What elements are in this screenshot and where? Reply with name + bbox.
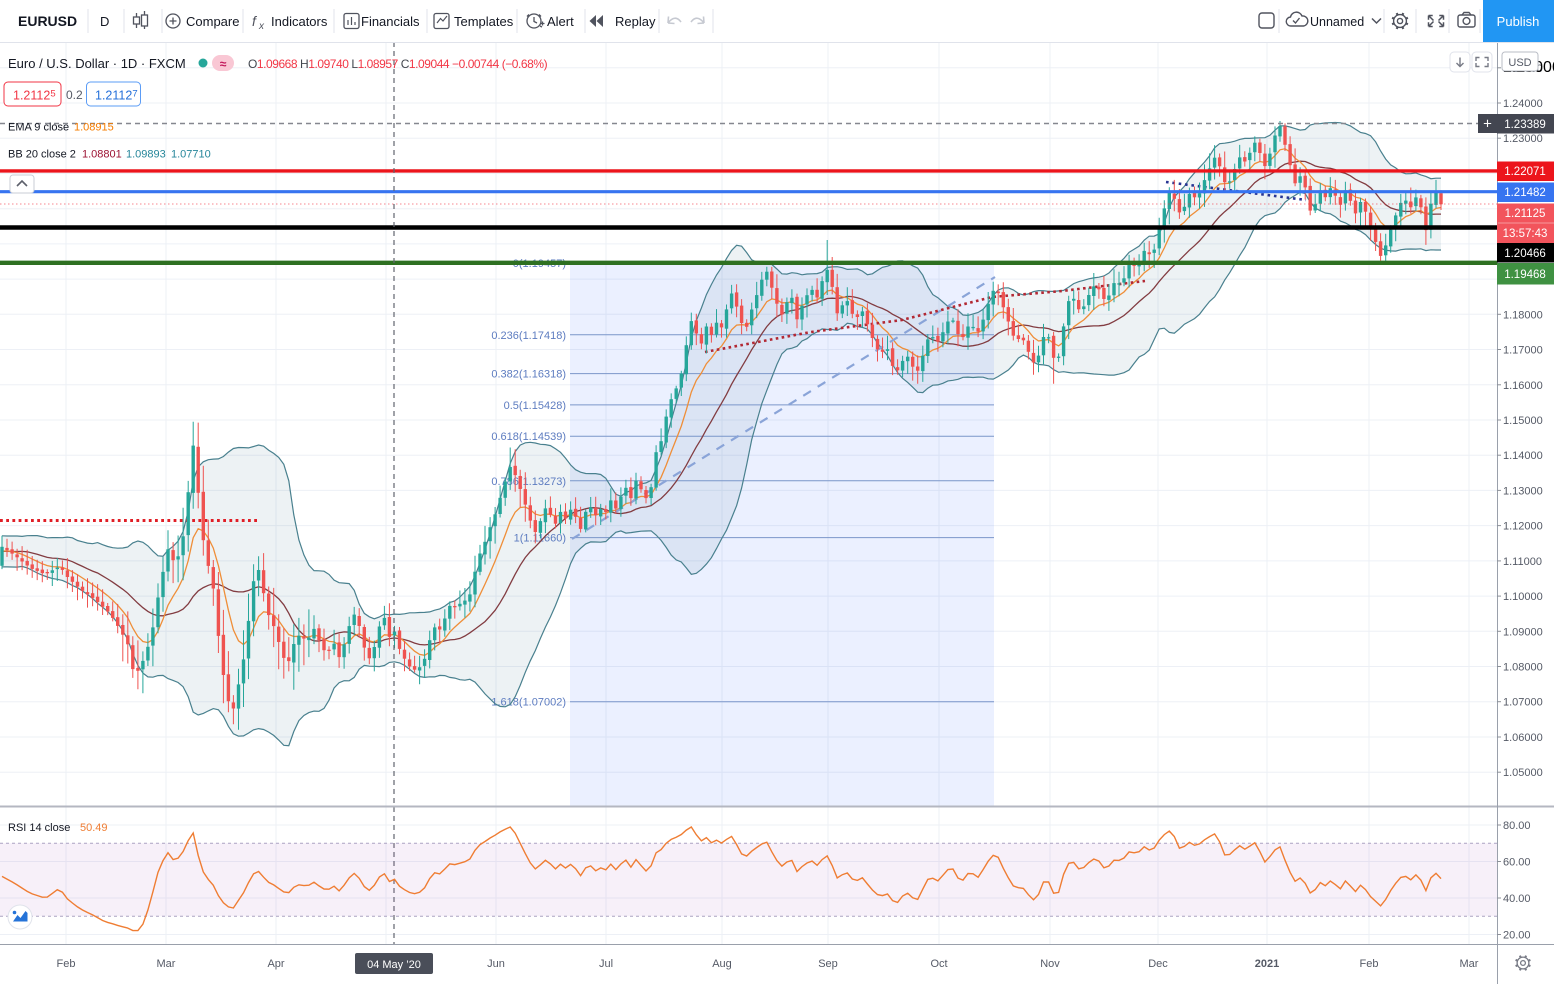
- svg-text:0.786(1.13273): 0.786(1.13273): [491, 476, 566, 488]
- svg-text:1.12000: 1.12000: [1503, 521, 1543, 533]
- svg-text:1.11000: 1.11000: [1503, 556, 1542, 568]
- svg-text:1.05000: 1.05000: [1503, 767, 1543, 779]
- svg-text:1.24000: 1.24000: [1503, 98, 1543, 110]
- svg-text:1.09000: 1.09000: [1503, 626, 1543, 638]
- svg-text:1.21125: 1.21125: [1505, 208, 1546, 220]
- svg-text:Dec: Dec: [1148, 958, 1168, 970]
- svg-text:D: D: [100, 14, 109, 29]
- svg-text:1.07000: 1.07000: [1503, 697, 1543, 709]
- svg-text:1.08801: 1.08801: [82, 149, 122, 161]
- svg-text:1.23000: 1.23000: [1503, 133, 1543, 145]
- svg-text:RSI 14 close: RSI 14 close: [8, 822, 70, 834]
- svg-text:0.5(1.15428): 0.5(1.15428): [504, 400, 566, 412]
- svg-text:1.20466: 1.20466: [1504, 248, 1546, 260]
- svg-text:Nov: Nov: [1040, 958, 1060, 970]
- svg-text:40.00: 40.00: [1503, 893, 1531, 905]
- svg-text:USD: USD: [1508, 57, 1531, 69]
- svg-text:1.16000: 1.16000: [1503, 380, 1543, 392]
- svg-text:0.2: 0.2: [66, 88, 83, 102]
- svg-text:Alert: Alert: [547, 14, 574, 29]
- svg-text:0.236(1.17418): 0.236(1.17418): [491, 330, 566, 342]
- svg-text:x: x: [258, 21, 265, 32]
- svg-text:EURUSD: EURUSD: [18, 13, 77, 29]
- svg-text:0.618(1.14539): 0.618(1.14539): [491, 431, 566, 443]
- svg-text:1.08915: 1.08915: [74, 122, 114, 134]
- svg-text:O1.09668 H1.09740 L1.08957 C1.: O1.09668 H1.09740 L1.08957 C1.09044 −0.0…: [248, 57, 548, 71]
- svg-text:BB 20 close 2: BB 20 close 2: [8, 149, 76, 161]
- svg-text:Jul: Jul: [599, 958, 613, 970]
- svg-text:≈: ≈: [220, 57, 227, 71]
- svg-text:1.10000: 1.10000: [1503, 591, 1543, 603]
- svg-text:1.13000: 1.13000: [1503, 485, 1543, 497]
- svg-text:20.00: 20.00: [1503, 930, 1531, 942]
- svg-text:1.06000: 1.06000: [1503, 732, 1543, 744]
- svg-text:1.15000: 1.15000: [1503, 415, 1543, 427]
- svg-text:Apr: Apr: [267, 958, 284, 970]
- svg-text:1.08000: 1.08000: [1503, 662, 1543, 674]
- svg-text:f: f: [252, 13, 258, 29]
- svg-text:+: +: [1483, 116, 1492, 133]
- svg-text:EMA 9 close: EMA 9 close: [8, 122, 69, 134]
- svg-text:Oct: Oct: [930, 958, 947, 970]
- svg-text:0.382(1.16318): 0.382(1.16318): [491, 369, 566, 381]
- svg-text:1.21482: 1.21482: [1504, 187, 1546, 199]
- svg-text:13:57:43: 13:57:43: [1503, 228, 1548, 240]
- svg-text:Mar: Mar: [1460, 958, 1479, 970]
- svg-text:Sep: Sep: [818, 958, 838, 970]
- svg-text:Publish: Publish: [1497, 14, 1540, 29]
- svg-text:Replay: Replay: [615, 14, 656, 29]
- svg-text:Unnamed: Unnamed: [1310, 15, 1364, 29]
- svg-text:Compare: Compare: [186, 14, 239, 29]
- svg-text:60.00: 60.00: [1503, 857, 1531, 869]
- svg-text:1.23389: 1.23389: [1504, 119, 1546, 131]
- svg-text:04 May ’20: 04 May ’20: [367, 959, 421, 971]
- svg-text:1.07710: 1.07710: [171, 149, 211, 161]
- svg-text:1.17000: 1.17000: [1503, 345, 1543, 357]
- svg-text:1.21125: 1.21125: [13, 89, 56, 103]
- svg-text:50.49: 50.49: [80, 822, 108, 834]
- svg-text:1.09893: 1.09893: [126, 149, 166, 161]
- svg-text:Feb: Feb: [1360, 958, 1379, 970]
- svg-text:Mar: Mar: [157, 958, 176, 970]
- svg-text:Euro / U.S. Dollar · 1D · FXCM: Euro / U.S. Dollar · 1D · FXCM: [8, 56, 186, 71]
- svg-text:Templates: Templates: [454, 14, 514, 29]
- svg-text:Indicators: Indicators: [271, 14, 328, 29]
- svg-text:1.18000: 1.18000: [1503, 309, 1543, 321]
- svg-text:Jun: Jun: [487, 958, 505, 970]
- svg-text:1.19468: 1.19468: [1504, 269, 1546, 281]
- svg-text:1.21127: 1.21127: [95, 89, 138, 103]
- svg-text:1.22071: 1.22071: [1504, 166, 1546, 178]
- svg-text:2021: 2021: [1255, 958, 1279, 970]
- svg-text:1(1.11660): 1(1.11660): [514, 533, 566, 545]
- svg-text:Aug: Aug: [712, 958, 732, 970]
- svg-text:1.618(1.07002): 1.618(1.07002): [491, 697, 566, 709]
- svg-text:1.14000: 1.14000: [1503, 450, 1543, 462]
- svg-text:80.00: 80.00: [1503, 820, 1531, 832]
- svg-text:Financials: Financials: [361, 14, 420, 29]
- svg-text:Feb: Feb: [57, 958, 76, 970]
